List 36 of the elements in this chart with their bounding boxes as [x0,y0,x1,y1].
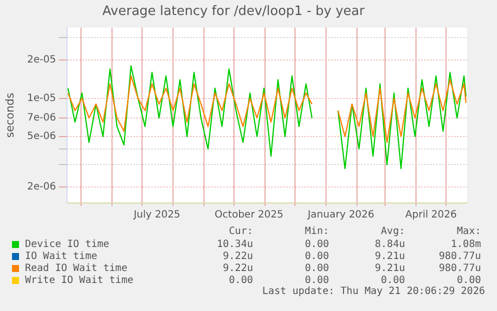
legend-label: Read IO Wait time [25,262,128,274]
y-tick-label: 5e-06 [27,131,56,142]
legend-label: Device IO time [25,238,110,250]
y-tick-label: 2e-06 [27,182,56,193]
text: 0.00 [228,274,253,286]
text: 9.22u [222,262,253,274]
text: Last update: Thu May 21 20:06:29 2026 [261,286,485,298]
text: 10.34u [216,238,253,250]
text: 9.21u [374,250,405,262]
text: 980.77u [438,262,481,274]
legend-label: Write IO Wait time [25,274,134,286]
text: Max: [456,226,481,238]
text: 9.21u [374,262,405,274]
x-tick-label: October 2025 [214,210,284,221]
x-tick-label: January 2026 [306,210,374,221]
text: 9.22u [222,250,253,262]
text: 0.00 [304,274,329,286]
text: 8.84u [374,238,405,250]
text: Min: [304,226,329,238]
text: 1.08m [450,238,481,250]
text: Avg: [380,226,405,238]
text: 980.77u [438,250,481,262]
x-tick-label: July 2025 [132,210,180,221]
legend-label: IO Wait time [25,250,98,262]
y-tick-label: 7e-06 [27,112,56,124]
text: 0.00 [304,238,329,250]
text: 0.00 [304,262,329,274]
x-tick-label: April 2026 [405,210,457,221]
chart-title: Average latency for /dev/loop1 - by year [102,4,366,20]
text: 0.00 [456,274,481,286]
text: 0.00 [380,274,405,286]
y-axis-title: seconds [3,92,16,138]
text: Cur: [228,226,253,238]
text: 0.00 [304,250,329,262]
y-tick-label: 2e-05 [27,54,56,66]
y-tick-label: 1e-05 [27,92,56,104]
